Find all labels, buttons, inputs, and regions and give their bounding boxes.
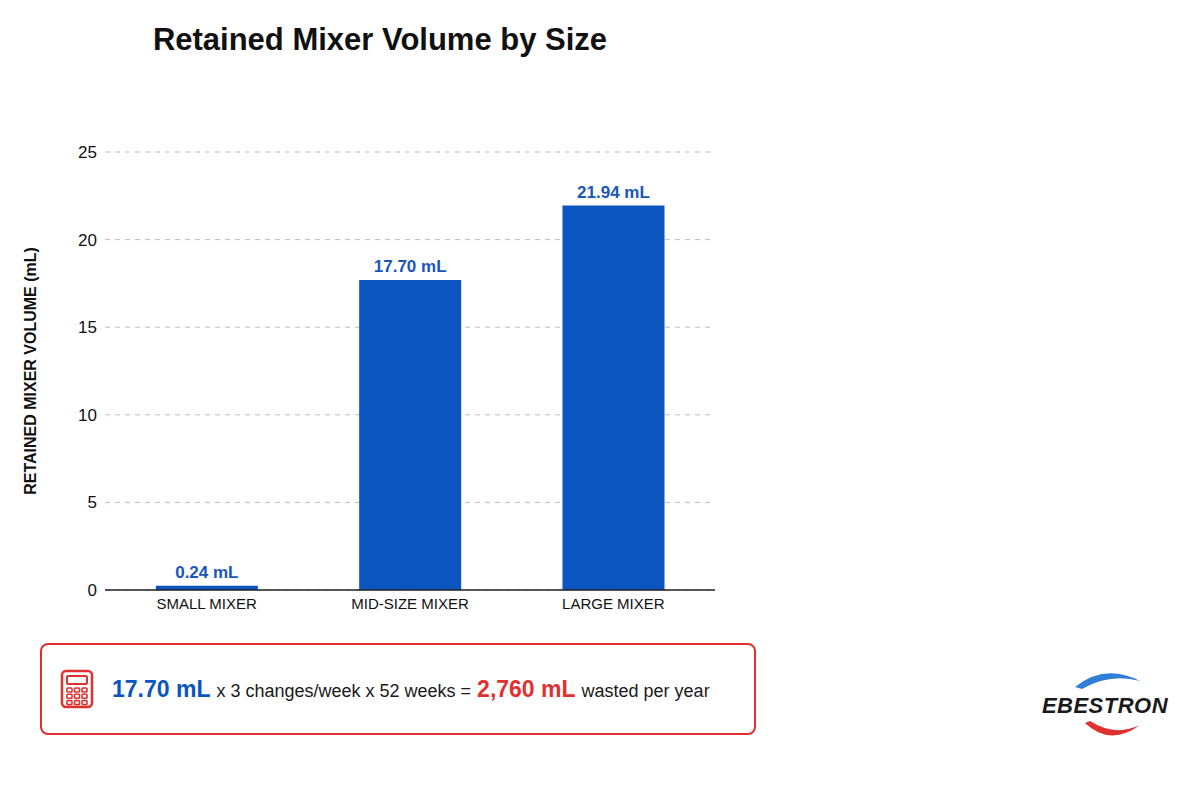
svg-text:20: 20 — [78, 231, 97, 250]
html-text:17.70 mL x 3 changes/week x 52: 17.70 mL x 3 changes/week x 52 weeks = 2… — [112, 675, 710, 702]
svg-text:MID-SIZE MIXER: MID-SIZE MIXER — [351, 595, 469, 612]
svg-text:21.94 mL: 21.94 mL — [577, 183, 650, 202]
svg-text:0.24 mL: 0.24 mL — [175, 563, 238, 582]
svg-text:0: 0 — [88, 581, 97, 600]
svg-text:5: 5 — [88, 493, 97, 512]
svg-text:SMALL MIXER: SMALL MIXER — [157, 595, 257, 612]
svg-text:15: 15 — [78, 318, 97, 337]
svg-text:RETAINED MIXER VOLUME (mL): RETAINED MIXER VOLUME (mL) — [22, 247, 39, 495]
svg-text:LARGE MIXER: LARGE MIXER — [562, 595, 665, 612]
html-text:Retained Mixer Volume by Size: Retained Mixer Volume by Size — [152, 22, 608, 57]
html-text:EBESTRON: EBESTRON — [1041, 693, 1169, 718]
svg-text:17.70 mL: 17.70 mL — [374, 257, 447, 276]
svg-text:25: 25 — [78, 143, 97, 162]
svg-text:10: 10 — [78, 406, 97, 425]
